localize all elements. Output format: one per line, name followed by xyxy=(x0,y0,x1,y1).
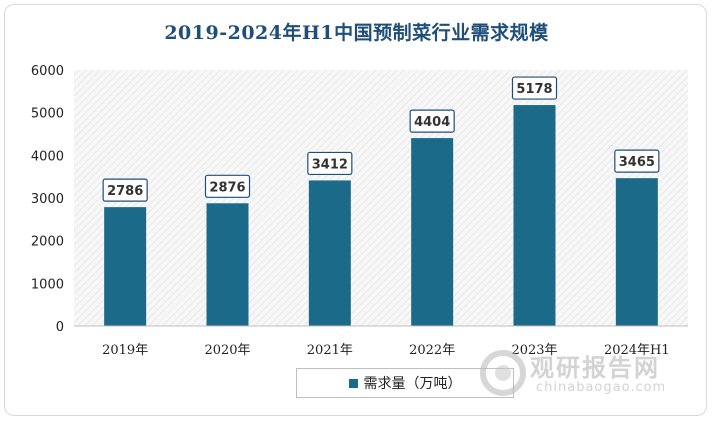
x-tick-label: 2021年 xyxy=(307,343,353,358)
y-tick-label: 1000 xyxy=(31,277,64,292)
data-label: 3465 xyxy=(619,155,655,170)
x-tick-label: 2022年 xyxy=(409,343,455,358)
legend-label: 需求量（万吨） xyxy=(363,376,462,392)
data-label: 2876 xyxy=(209,180,245,195)
data-label-box xyxy=(102,178,148,202)
bar xyxy=(513,105,556,327)
data-label-box xyxy=(409,109,455,133)
data-label: 5178 xyxy=(516,82,552,97)
y-tick-label: 5000 xyxy=(31,107,64,122)
bar xyxy=(104,207,147,326)
data-label: 3412 xyxy=(312,157,348,172)
data-label: 4404 xyxy=(414,115,450,130)
x-tick-label: 2023年 xyxy=(511,343,557,358)
data-label: 2786 xyxy=(107,184,143,199)
bar xyxy=(308,180,351,326)
legend-swatch xyxy=(348,378,358,388)
y-tick-label: 4000 xyxy=(31,149,64,164)
plot-area xyxy=(74,70,688,326)
chart-title: 2019-2024年H1中国预制菜行业需求规模 xyxy=(164,22,549,44)
data-label-box xyxy=(307,151,353,176)
data-label-box xyxy=(204,174,251,198)
y-tick-label: 3000 xyxy=(31,192,64,207)
y-tick-label: 2000 xyxy=(31,235,64,250)
y-tick-label: 0 xyxy=(56,320,64,335)
bar xyxy=(206,203,249,326)
x-tick-label: 2019年 xyxy=(102,343,148,358)
x-tick-label: 2024年H1 xyxy=(604,343,670,358)
y-tick-label: 6000 xyxy=(31,64,64,79)
bar xyxy=(615,178,658,326)
bar xyxy=(411,138,454,326)
legend: 需求量（万吨） xyxy=(296,368,514,398)
data-label-box xyxy=(614,149,660,173)
x-tick-label: 2020年 xyxy=(204,343,250,358)
data-label-box xyxy=(511,76,558,100)
